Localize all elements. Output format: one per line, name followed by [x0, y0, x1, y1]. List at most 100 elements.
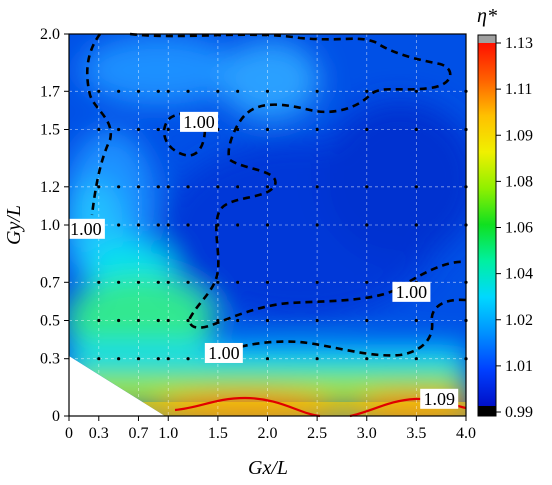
x-tick-label: 2.0 [258, 425, 278, 442]
sample-point [216, 280, 220, 284]
sample-point [265, 357, 270, 361]
colorbar-title: η* [477, 5, 497, 27]
sample-point [236, 280, 240, 284]
sample-point [136, 127, 141, 132]
x-tick-label: 0 [65, 425, 73, 442]
y-tick-label: 0.3 [40, 351, 60, 368]
sample-point [414, 185, 418, 189]
sample-point [156, 357, 160, 361]
sample-point [166, 357, 170, 361]
colorbar-ticks: 0.99 1.01 1.02 1.04 1.06 1.08 1.09 1.11 1.13 [496, 35, 533, 421]
colorbar-tick-label: 0.99 [505, 404, 533, 421]
sample-point [414, 357, 418, 361]
y-tick-label: 1.2 [40, 179, 60, 196]
x-tick-label: 1.5 [208, 425, 228, 442]
y-axis: 0 0.3 0.5 0.7 1.0 1.2 1.5 1.7 2.0 [40, 26, 69, 425]
sample-point [136, 357, 141, 361]
contour-label-box [180, 111, 219, 132]
x-tick-label: 0.7 [128, 425, 148, 442]
contour-label-box [392, 281, 431, 302]
sample-point [236, 223, 240, 227]
contour-line-1.00 [224, 298, 467, 357]
sample-point [265, 127, 270, 132]
contour-label: 1.09 [420, 388, 459, 409]
contour-label-text: 1.00 [396, 282, 428, 302]
colorbar-tick-label: 1.09 [505, 127, 533, 144]
sample-point [236, 318, 240, 323]
sample-point [97, 357, 101, 361]
contour-label-text: 1.00 [70, 219, 102, 239]
sample-point [136, 280, 141, 284]
sample-point [117, 185, 121, 189]
sample-point [117, 357, 121, 361]
sample-point [166, 223, 170, 227]
colorbar-tick-label: 1.13 [505, 35, 533, 52]
sample-point [97, 185, 101, 189]
contour-label-text: 1.00 [183, 112, 215, 132]
contour-labels: 1.00 1.00 1.00 1.00 1.09 [66, 111, 459, 409]
contour-label: 1.00 [180, 111, 219, 132]
sample-point [265, 185, 270, 189]
y-tick-label: 1.0 [40, 217, 60, 234]
sample-point [186, 185, 190, 189]
x-tick-label: 3.5 [406, 425, 426, 442]
sample-point [216, 89, 220, 93]
sample-point [156, 318, 160, 323]
colorbar-tick-label: 1.11 [505, 81, 532, 98]
y-axis-title: Gy/L [3, 205, 25, 245]
sample-point [265, 280, 270, 284]
sample-point [265, 318, 270, 323]
colorbar-frame [477, 34, 497, 417]
y-tick-label: 2.0 [40, 26, 60, 43]
sample-point [97, 318, 101, 323]
sample-point [166, 185, 170, 189]
y-tick-label: 0.7 [40, 274, 60, 291]
colorbar-tick-label: 1.02 [505, 312, 533, 329]
sample-point [365, 357, 369, 361]
sample-point [315, 318, 319, 323]
sample-point [414, 223, 418, 227]
colorbar-under-swatch [478, 406, 496, 416]
sample-point [136, 318, 141, 323]
sample-point [186, 223, 190, 227]
colorbar-tick-label: 1.08 [505, 173, 533, 190]
sample-point [414, 89, 418, 93]
sample-points [97, 89, 468, 361]
sample-point [156, 127, 160, 132]
sample-point [365, 185, 369, 189]
y-tick-label: 1.7 [40, 83, 60, 100]
sample-point [315, 127, 319, 132]
field-highlight [80, 35, 240, 105]
colorbar-tick-label: 1.06 [505, 220, 533, 237]
x-tick-label: 0.3 [89, 425, 109, 442]
sample-point [365, 127, 369, 132]
sample-point [414, 127, 418, 132]
sample-point [236, 89, 240, 93]
x-axis-title: Gx/L [248, 457, 288, 479]
colorbar-tick-label: 1.01 [505, 358, 533, 375]
colorbar-tick-label: 1.04 [505, 266, 533, 283]
sample-point [315, 185, 319, 189]
contour-label-box [66, 218, 105, 239]
x-tick-label: 2.5 [307, 425, 327, 442]
sample-point [166, 127, 170, 132]
contour-line-1.00 [85, 33, 113, 216]
contour-line-1.00 [129, 32, 467, 329]
sample-point [186, 318, 190, 323]
sample-point [315, 280, 319, 284]
sample-point [97, 280, 101, 284]
sample-point [166, 89, 170, 93]
sample-point [166, 318, 170, 323]
sample-point [117, 127, 121, 132]
sample-point [216, 185, 220, 189]
sample-point [97, 89, 101, 93]
sample-point [315, 357, 319, 361]
sample-point [365, 223, 369, 227]
contour-label-text: 1.00 [208, 343, 240, 363]
sample-point [365, 280, 369, 284]
contour-label: 1.00 [392, 281, 431, 302]
contour-label: 1.00 [204, 342, 243, 363]
x-axis: 0 0.3 0.7 1.0 1.5 2.0 2.5 3.0 3.5 4.0 [65, 416, 476, 442]
contour-label-box [204, 342, 243, 363]
x-tick-label: 4.0 [456, 425, 476, 442]
